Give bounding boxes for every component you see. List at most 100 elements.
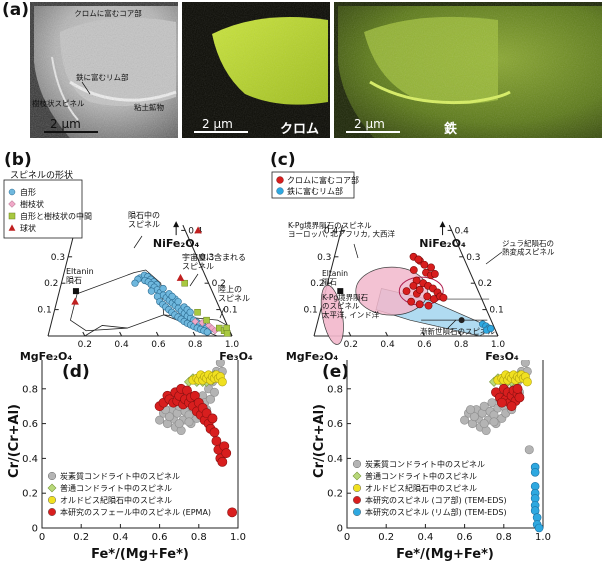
ternary-right-side <box>182 224 233 337</box>
ternary-tick-label: 0.3 <box>466 253 480 263</box>
ternary-right-side <box>448 224 499 337</box>
y-axis-label: Cr/(Cr+Al) <box>312 404 327 478</box>
data-point <box>420 260 429 269</box>
data-point <box>487 398 497 408</box>
ternary-tick-label: 0.1 <box>223 306 237 316</box>
annotation-arrow <box>485 251 503 265</box>
panel-d-label: (d) <box>62 362 90 382</box>
legend-marker <box>352 495 362 505</box>
ternary-tick-label: 0.3 <box>317 253 331 263</box>
legend-label: 球状 <box>20 223 36 233</box>
ternary-chart-c: 0.2 0.4 0.6 0.8 1.0 0.1 0.2 0.3 0.4 0.1 0.2 0.3 0.4 M… <box>271 171 555 362</box>
y-axis-label: Cr/(Cr+Al) <box>7 404 22 478</box>
legend-label: 鉄に富むリム部 <box>287 186 343 196</box>
legend-label: 自形と樹枝状の中間 <box>20 211 92 221</box>
ternary-tick-label: 0.2 <box>212 279 226 289</box>
ternary-tick <box>421 331 425 337</box>
y-tick-label: 0.6 <box>327 419 343 430</box>
legend-label: オルドビス紀隕石中のスピネル <box>60 495 172 505</box>
plot-frame <box>346 360 544 529</box>
ternary-tick-label: 0.8 <box>454 340 469 350</box>
legend-frame <box>271 171 355 199</box>
x-tick-label: 0.4 <box>112 532 128 543</box>
y-tick-label: 0 <box>32 524 38 535</box>
data-point <box>168 292 176 300</box>
x-tick-label: 0 <box>344 532 350 543</box>
legend-marker <box>47 507 57 517</box>
x-axis-label: Fe*/(Mg+Fe*) <box>396 547 494 562</box>
data-point <box>520 360 530 368</box>
ternary-chart-b: 0.20.40.60.81.00.10.20.30.40.10.20.30.4M… <box>3 169 253 362</box>
data-point <box>524 445 534 455</box>
ternary-tick <box>495 331 499 337</box>
core-label: クロムに富むコア部 <box>74 8 142 18</box>
ternary-tick-label: 0.4 <box>455 226 470 236</box>
x-tick-label: 0 <box>39 532 45 543</box>
scale-label-1: 2 μm <box>50 117 81 131</box>
ternary-tick-label: 0.6 <box>417 340 432 350</box>
plot-frame <box>41 360 239 529</box>
legend-label: オルドビス紀隕石中のスピネル <box>365 483 477 493</box>
data-point <box>186 308 194 316</box>
panel-c-label: (c) <box>270 150 296 170</box>
data-point <box>205 321 213 330</box>
annotation-land: 陸上のスピネル <box>218 284 250 303</box>
x-tick-label: 0.4 <box>417 532 433 543</box>
data-point <box>409 266 418 274</box>
data-point <box>522 377 532 387</box>
annotation-oligocene: 漸新世隕石のスピネル <box>420 326 495 336</box>
data-point <box>147 287 155 295</box>
ternary-tick <box>385 331 389 337</box>
apex-top-label: NiFe₂O₄ <box>419 237 466 250</box>
legend-label: 普通コンドライト中のスピネル <box>365 471 477 481</box>
data-point <box>496 397 507 408</box>
ternary-tick-label: 0.1 <box>303 306 317 316</box>
data-point <box>487 325 495 333</box>
x-tick-label: 0.2 <box>378 532 394 543</box>
legend-marker <box>8 212 16 220</box>
ternary-tick-label: 0.1 <box>489 306 503 316</box>
fe-map <box>334 2 602 138</box>
legend-marker <box>47 495 57 505</box>
eltanin-marker <box>337 288 344 295</box>
panel-a-images: クロムに富むコア部 鉄に富むリム部 樹枝状スピネル 粘土鉱物 2 μm 2 μm… <box>30 2 602 138</box>
field-line <box>84 325 128 337</box>
fe-element-label: 鉄 <box>444 121 457 137</box>
y-tick-label: 0.6 <box>22 419 38 430</box>
data-point <box>409 281 418 290</box>
ternary-tick-label: 0.3 <box>200 253 214 263</box>
ternary-tick <box>458 331 462 337</box>
annotation-arrow <box>189 273 199 287</box>
ternary-tick-label: 0.2 <box>310 279 324 289</box>
x-tick-label: 0.6 <box>457 532 473 543</box>
legend-label: 本研究のスピネル (リム部) (TEM-EDS) <box>365 507 507 517</box>
data-point <box>414 255 423 264</box>
annotation-jurassic: ジュラ紀隕石の熱変成スピネル <box>502 238 555 257</box>
ternary-tick-label: 1.0 <box>225 340 240 350</box>
ternary-tick-label: 0.2 <box>78 340 92 350</box>
x-axis-label: Fe*/(Mg+Fe*) <box>91 547 189 562</box>
annotation-arrow <box>219 307 225 319</box>
data-point <box>181 279 188 287</box>
legend-label: 本研究のスピネル (コア部) (TEM-EDS) <box>365 495 507 505</box>
legend-marker <box>8 188 16 196</box>
scale-label-3: 2 μm <box>354 117 385 131</box>
data-point <box>155 415 165 425</box>
data-point <box>184 417 194 427</box>
data-point <box>217 377 227 387</box>
apex-left-label: MgFe₂O₄ <box>286 350 339 362</box>
legend-label: 本研究のスフェール中のスピネル (EPMA) <box>60 507 211 517</box>
apex-arrow-head <box>439 221 446 228</box>
legend-marker <box>8 200 16 208</box>
data-point <box>512 383 523 394</box>
y-tick-label: 0.2 <box>22 489 38 500</box>
ternary-tick-label: 0.2 <box>344 340 358 350</box>
oligocene-marker <box>458 317 465 324</box>
apex-right-label: Fe₃O₄ <box>485 350 519 362</box>
legend-marker <box>8 224 16 231</box>
data-point <box>159 284 167 293</box>
ternary-tick-label: 0.2 <box>44 279 58 289</box>
data-point <box>415 285 424 294</box>
data-point <box>176 273 185 281</box>
